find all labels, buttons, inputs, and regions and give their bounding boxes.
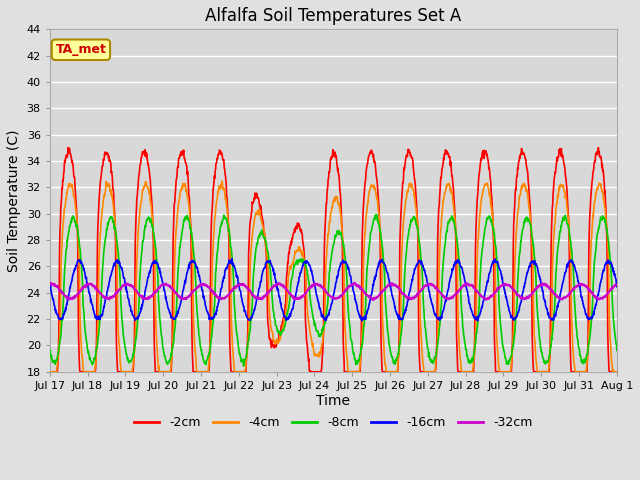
-2cm — [46, 369, 54, 375]
-32cm — [613, 282, 621, 288]
-8cm — [613, 348, 621, 353]
Text: TA_met: TA_met — [56, 43, 106, 56]
-16cm — [228, 256, 236, 262]
-2cm — [613, 369, 621, 375]
-4cm — [283, 305, 291, 311]
-32cm — [283, 287, 291, 292]
Line: -2cm: -2cm — [50, 147, 617, 372]
Line: -4cm: -4cm — [50, 181, 617, 372]
-32cm — [47, 280, 55, 286]
-4cm — [46, 369, 54, 375]
-32cm — [421, 283, 429, 289]
-32cm — [563, 293, 571, 299]
-4cm — [563, 203, 571, 209]
-16cm — [46, 284, 54, 290]
-16cm — [421, 267, 429, 273]
-2cm — [172, 187, 179, 192]
-32cm — [172, 290, 179, 296]
X-axis label: Time: Time — [316, 394, 350, 408]
Y-axis label: Soil Temperature (C): Soil Temperature (C) — [7, 129, 21, 272]
-8cm — [421, 325, 429, 331]
-2cm — [421, 369, 429, 375]
-2cm — [563, 185, 571, 191]
-16cm — [269, 264, 276, 270]
-16cm — [563, 263, 571, 269]
-4cm — [421, 369, 429, 375]
Title: Alfalfa Soil Temperatures Set A: Alfalfa Soil Temperatures Set A — [205, 7, 461, 25]
Legend: -2cm, -4cm, -8cm, -16cm, -32cm: -2cm, -4cm, -8cm, -16cm, -32cm — [129, 411, 538, 434]
-16cm — [474, 318, 482, 324]
-16cm — [171, 316, 179, 322]
-2cm — [283, 275, 291, 281]
-4cm — [171, 247, 179, 253]
-8cm — [171, 325, 179, 331]
-32cm — [515, 293, 522, 299]
-2cm — [269, 342, 276, 348]
-8cm — [240, 363, 248, 369]
-4cm — [613, 369, 621, 375]
-16cm — [515, 310, 522, 315]
-8cm — [283, 316, 291, 322]
-8cm — [269, 301, 276, 307]
-2cm — [65, 144, 72, 150]
-2cm — [514, 166, 522, 172]
-4cm — [218, 178, 226, 184]
-8cm — [515, 266, 522, 272]
-32cm — [46, 282, 54, 288]
Line: -32cm: -32cm — [50, 283, 617, 300]
-8cm — [563, 221, 571, 227]
-16cm — [613, 284, 621, 289]
-16cm — [283, 315, 291, 321]
Line: -16cm: -16cm — [50, 259, 617, 321]
-32cm — [269, 285, 276, 290]
-4cm — [269, 330, 276, 336]
Line: -8cm: -8cm — [50, 215, 617, 366]
-32cm — [369, 297, 377, 303]
-4cm — [514, 208, 522, 214]
-8cm — [373, 212, 381, 217]
-8cm — [46, 347, 54, 353]
